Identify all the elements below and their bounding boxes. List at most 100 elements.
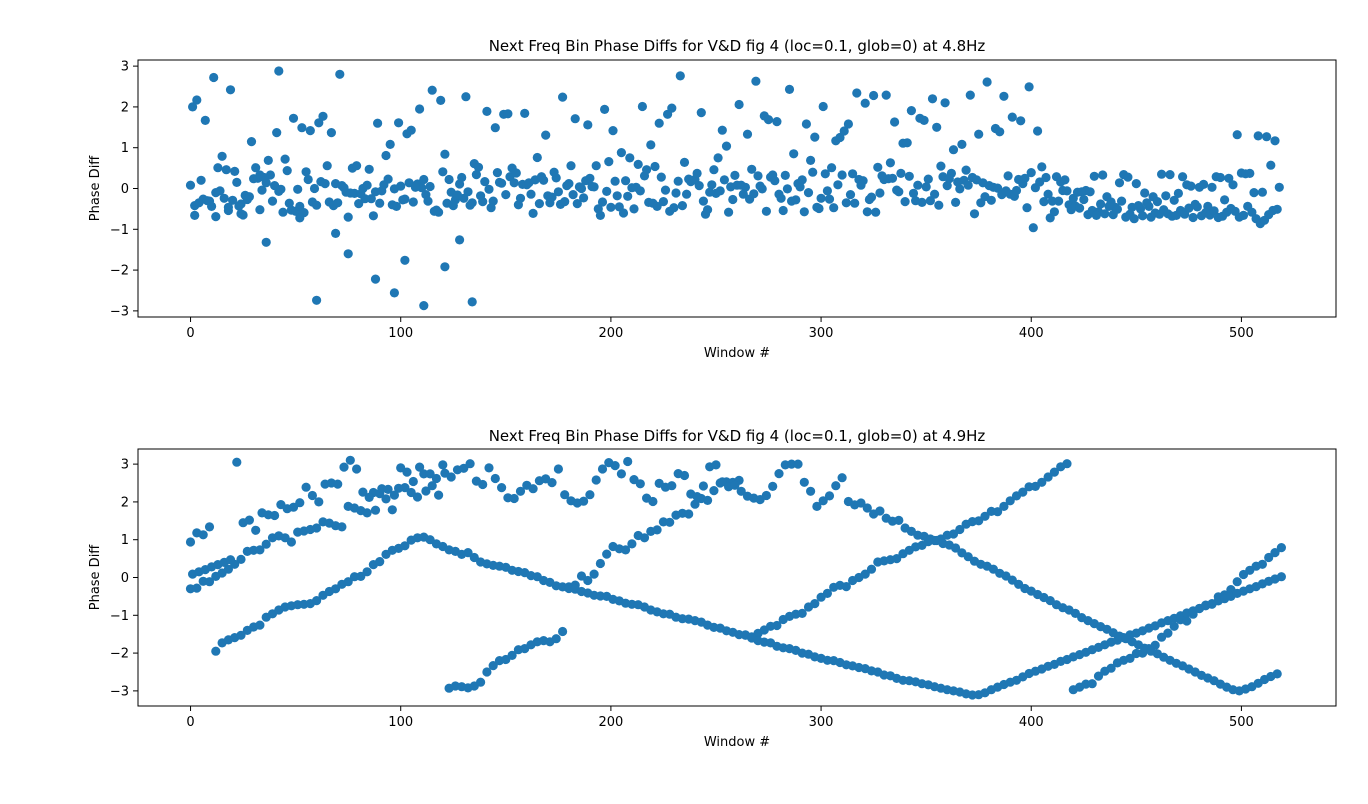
data-point [621,545,631,555]
data-point [297,123,307,133]
data-point [1215,172,1225,183]
data-point [255,205,265,215]
data-point [1184,203,1194,213]
data-point [295,498,305,508]
data-point [648,496,658,507]
data-point [999,91,1009,101]
data-point [362,567,372,577]
data-point [749,189,759,199]
data-point [1276,572,1286,582]
data-point [755,181,765,191]
data-point [1043,189,1053,199]
data-point [509,178,519,188]
data-point [295,213,305,223]
data-point [621,176,631,186]
data-point [515,486,526,496]
y-tick-label: −3 [110,304,129,319]
data-point [558,92,568,102]
data-point [211,646,221,656]
data-point [251,525,261,535]
data-point [1039,197,1049,207]
data-point [646,140,656,150]
data-point [391,201,402,211]
data-point [415,462,425,472]
data-point [864,194,875,205]
data-point [934,200,944,210]
data-point [717,477,727,487]
data-point [394,118,404,128]
y-tick-label: 3 [121,458,129,473]
data-point [818,101,828,112]
data-point [406,125,416,135]
data-point [465,200,475,210]
y-tick-label: 0 [121,182,129,197]
data-point [228,195,238,205]
data-point [331,179,341,189]
data-point [951,543,961,553]
data-point [1276,543,1286,553]
data-point [284,198,294,208]
data-point [875,188,885,198]
data-point [1249,188,1259,198]
data-point [816,193,826,203]
data-point [866,564,877,574]
data-point [862,207,872,217]
data-point [608,126,618,136]
data-point [457,172,467,183]
data-point [982,77,992,87]
data-point [335,69,345,79]
data-point [951,197,961,207]
data-point [930,189,940,199]
data-point [925,196,936,206]
scatter-plot-top: Next Freq Bin Phase Diffs for V&D fig 4 … [88,37,1337,361]
data-point [591,161,601,171]
data-point [225,85,236,95]
data-point [427,481,437,491]
data-point [1062,186,1072,196]
x-axis-label: Window # [704,735,770,750]
data-point [814,203,824,214]
data-point [969,209,980,219]
y-tick-label: −1 [110,223,129,238]
data-point [261,539,271,549]
data-point [1270,548,1280,558]
data-point [623,456,633,467]
data-point [255,545,265,555]
data-point [312,200,322,210]
data-point [639,533,650,543]
data-point [784,84,795,94]
data-point [999,501,1009,511]
data-point [700,209,711,219]
x-tick-label: 400 [1019,326,1044,341]
data-point [1112,204,1122,214]
data-point [597,464,608,474]
data-point [768,170,778,180]
data-point [768,481,778,491]
data-point [339,462,349,472]
data-point [236,630,246,640]
y-axis-ticks: −3 −2 −1 0 1 2 3 [110,458,138,699]
data-point [885,158,896,168]
data-point [1245,168,1255,178]
data-point [894,515,904,526]
data-point [955,184,965,194]
data-point [301,482,311,492]
x-tick-label: 100 [388,715,413,730]
data-point [322,161,332,171]
data-point [225,555,236,565]
data-point [1138,211,1148,221]
data-point [799,477,809,487]
data-point [492,168,502,178]
data-point [684,509,694,519]
x-tick-label: 400 [1019,715,1044,730]
data-point [995,127,1005,137]
data-point [616,469,627,479]
data-point [721,141,732,151]
data-point [545,198,555,208]
data-point [711,460,721,470]
data-point [610,461,620,471]
data-point [301,167,311,177]
data-point [942,181,952,191]
data-point [1117,196,1127,206]
data-point [501,190,511,200]
